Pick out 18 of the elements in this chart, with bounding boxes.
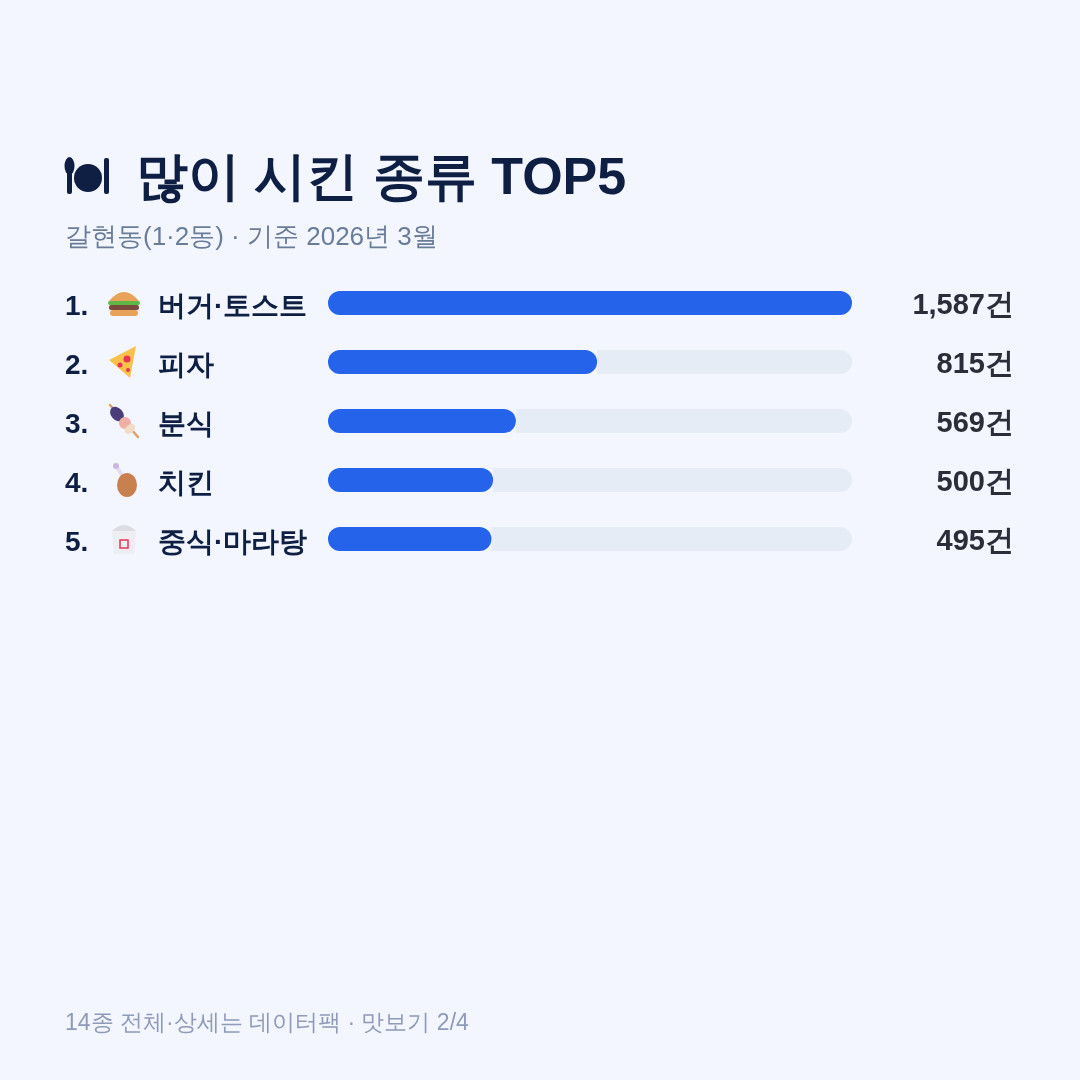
chart-title: 많이 시킨 종류 TOP5 — [136, 147, 627, 205]
chart-subtitle: 갈현동(1·2동) · 기준 2026년 3월 — [65, 221, 438, 251]
category-rank: 5. — [65, 526, 89, 557]
value-label: 569건 — [936, 406, 1014, 438]
annotation: 14종 전체·상세는 데이터팩 · 맛보기 2/4 — [65, 1009, 469, 1035]
category-rank: 2. — [65, 349, 89, 380]
category-label: 피자 — [158, 349, 214, 380]
value-label: 1,587건 — [912, 288, 1014, 320]
category-label: 치킨 — [158, 467, 214, 498]
value-label: 815건 — [936, 347, 1014, 379]
value-label: 495건 — [936, 524, 1014, 556]
category-rank: 1. — [65, 290, 89, 321]
value-label: 500건 — [936, 465, 1014, 497]
category-label: 버거·토스트 — [158, 290, 308, 321]
category-rank: 4. — [65, 467, 89, 498]
category-rank: 3. — [65, 408, 89, 439]
category-label: 분식 — [158, 408, 214, 439]
category-label: 중식·마라탕 — [158, 526, 308, 557]
